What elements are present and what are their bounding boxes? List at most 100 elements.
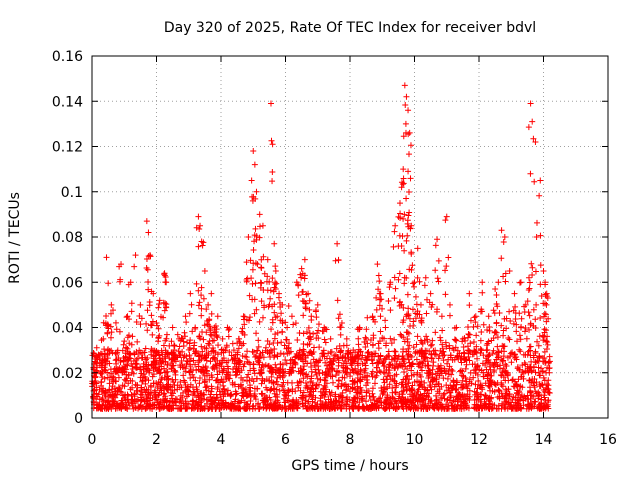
cluster-point: [104, 369, 111, 376]
cluster-point: [400, 175, 407, 182]
noise-point: [355, 341, 362, 348]
cluster-point: [301, 298, 308, 305]
noise-point: [474, 385, 481, 392]
noise-point: [190, 401, 197, 408]
cluster-point: [198, 312, 205, 319]
cluster-point: [337, 348, 344, 355]
cluster-point: [376, 278, 383, 285]
cluster-point: [458, 359, 465, 366]
cluster-point: [526, 312, 533, 319]
cluster-point: [403, 274, 410, 281]
noise-point: [406, 385, 413, 392]
cluster-point: [440, 348, 447, 355]
x-tick-label: 8: [346, 432, 355, 448]
noise-point: [299, 395, 306, 402]
noise-point: [520, 351, 527, 358]
cluster-point: [534, 338, 541, 345]
cluster-point: [499, 342, 506, 349]
cluster-point: [261, 304, 268, 311]
cluster-point: [195, 302, 202, 309]
cluster-point: [391, 348, 398, 355]
noise-point: [406, 342, 413, 349]
noise-point: [502, 392, 509, 399]
cluster-point: [295, 368, 302, 375]
cluster-point: [288, 364, 295, 371]
cluster-point: [405, 151, 412, 158]
cluster-point: [516, 310, 523, 317]
cluster-point: [480, 369, 487, 376]
noise-point: [351, 394, 358, 401]
noise-point: [384, 373, 391, 380]
noise-point: [219, 369, 226, 376]
noise-point: [392, 388, 399, 395]
noise-point: [276, 387, 283, 394]
noise-point: [441, 365, 448, 372]
noise-point: [406, 404, 413, 411]
noise-point: [470, 323, 477, 330]
cluster-point: [506, 336, 513, 343]
noise-point: [531, 403, 538, 410]
noise-point: [137, 391, 144, 398]
noise-point: [222, 374, 229, 381]
cluster-point: [134, 364, 141, 371]
cluster-point: [180, 338, 187, 345]
noise-point: [172, 358, 179, 365]
cluster-point: [526, 279, 533, 286]
noise-point: [161, 390, 168, 397]
cluster-point: [258, 298, 265, 305]
noise-point: [447, 394, 454, 401]
noise-point: [339, 374, 346, 381]
noise-point: [463, 378, 470, 385]
noise-point: [313, 382, 320, 389]
cluster-point: [472, 319, 479, 326]
cluster-point: [156, 366, 163, 373]
cluster-point: [155, 304, 162, 311]
cluster-point: [416, 278, 423, 285]
noise-point: [386, 372, 393, 379]
cluster-point: [446, 342, 453, 349]
noise-point: [546, 364, 553, 371]
noise-point: [498, 390, 505, 397]
data-point: [321, 324, 328, 331]
noise-point: [359, 373, 366, 380]
cluster-point: [160, 342, 167, 349]
noise-point: [155, 392, 162, 399]
cluster-point: [235, 357, 242, 364]
noise-point: [518, 373, 525, 380]
x-axis-title: GPS time / hours: [291, 458, 408, 474]
noise-point: [98, 379, 105, 386]
noise-point: [514, 338, 521, 345]
noise-point: [214, 394, 221, 401]
noise-point: [256, 370, 263, 377]
noise-point: [186, 352, 193, 359]
noise-point: [184, 383, 191, 390]
cluster-point: [465, 334, 472, 341]
cluster-point: [168, 349, 175, 356]
cluster-point: [133, 318, 140, 325]
data-point: [422, 274, 429, 281]
noise-point: [246, 405, 253, 412]
cluster-point: [127, 350, 134, 357]
noise-point: [349, 378, 356, 385]
y-tick-label: 0.08: [52, 230, 83, 246]
cluster-point: [162, 358, 169, 365]
cluster-point: [530, 322, 537, 329]
noise-point: [137, 366, 144, 373]
noise-point: [485, 400, 492, 407]
cluster-point: [524, 365, 531, 372]
cluster-point: [362, 362, 369, 369]
cluster-point: [293, 350, 300, 357]
noise-point: [400, 356, 407, 363]
cluster-point: [322, 339, 329, 346]
cluster-point: [265, 362, 272, 369]
noise-point: [308, 368, 315, 375]
noise-point: [502, 361, 509, 368]
noise-point: [199, 395, 206, 402]
noise-point: [172, 395, 179, 402]
cluster-point: [119, 347, 126, 354]
cluster-point: [256, 234, 263, 241]
cluster-point: [191, 342, 198, 349]
noise-point: [436, 372, 443, 379]
noise-point: [482, 392, 489, 399]
noise-point: [147, 405, 154, 412]
